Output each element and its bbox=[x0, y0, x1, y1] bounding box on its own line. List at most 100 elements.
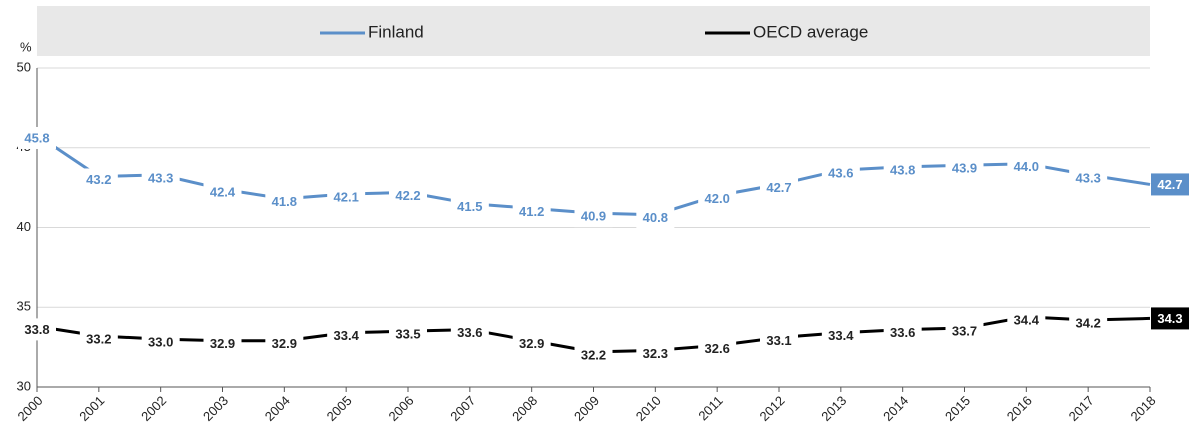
data-label: 42.4 bbox=[210, 185, 236, 200]
label-bg bbox=[512, 332, 551, 355]
end-label: 34.3 bbox=[1157, 311, 1182, 326]
data-label: 44.0 bbox=[1014, 159, 1039, 174]
x-tick-label: 2000 bbox=[14, 393, 45, 424]
x-tick-label: 2008 bbox=[509, 393, 540, 424]
x-tick-label: 2012 bbox=[756, 393, 787, 424]
legend-label: OECD average bbox=[753, 22, 868, 41]
label-bg bbox=[698, 187, 737, 210]
data-label: 40.9 bbox=[581, 209, 606, 224]
label-bg bbox=[389, 184, 427, 207]
legend-box bbox=[37, 6, 1150, 56]
label-bg bbox=[945, 319, 984, 342]
label-bg bbox=[450, 321, 489, 344]
legend-label: Finland bbox=[368, 22, 424, 41]
label-bg bbox=[1069, 166, 1108, 189]
label-bg bbox=[18, 318, 56, 341]
data-label: 33.1 bbox=[766, 333, 791, 348]
data-label: 32.9 bbox=[272, 336, 297, 351]
x-tick-label: 2016 bbox=[1004, 393, 1035, 424]
label-bg bbox=[512, 200, 551, 223]
data-label: 42.2 bbox=[395, 188, 420, 203]
x-tick-label: 2013 bbox=[818, 393, 849, 424]
data-label: 43.6 bbox=[828, 166, 853, 181]
data-label: 42.7 bbox=[766, 180, 791, 195]
data-label: 41.5 bbox=[457, 199, 482, 214]
label-bg bbox=[1007, 308, 1046, 331]
x-tick-label: 2001 bbox=[76, 393, 107, 424]
label-bg bbox=[636, 342, 675, 365]
data-label: 34.4 bbox=[1014, 312, 1040, 327]
data-label: 32.3 bbox=[643, 346, 668, 361]
data-label: 41.2 bbox=[519, 204, 544, 219]
y-axis-label: % bbox=[20, 39, 32, 54]
label-bg bbox=[883, 321, 922, 344]
data-label: 40.8 bbox=[643, 210, 668, 225]
data-label: 33.6 bbox=[890, 325, 915, 340]
label-bg bbox=[79, 168, 118, 191]
y-tick-label: 30 bbox=[17, 378, 31, 393]
label-bg bbox=[574, 205, 613, 228]
label-bg bbox=[945, 157, 984, 180]
label-bg bbox=[698, 337, 737, 360]
label-bg bbox=[265, 332, 304, 355]
y-tick-label: 50 bbox=[17, 59, 31, 74]
end-label-box bbox=[1151, 307, 1189, 330]
data-label: 41.8 bbox=[272, 194, 297, 209]
label-bg bbox=[79, 327, 118, 350]
end-label-box bbox=[1151, 173, 1189, 196]
label-bg bbox=[141, 331, 180, 354]
label-bg bbox=[1069, 312, 1108, 335]
data-label: 33.4 bbox=[334, 328, 360, 343]
x-tick-label: 2006 bbox=[385, 393, 416, 424]
data-label: 32.6 bbox=[705, 341, 730, 356]
label-bg bbox=[18, 126, 56, 149]
data-label: 43.3 bbox=[1076, 170, 1101, 185]
label-bg bbox=[760, 176, 798, 199]
label-bg bbox=[821, 324, 860, 347]
x-tick-label: 2011 bbox=[695, 393, 725, 423]
label-bg bbox=[389, 323, 427, 346]
label-bg bbox=[1007, 155, 1046, 178]
x-tick-label: 2015 bbox=[942, 393, 973, 424]
data-label: 33.2 bbox=[86, 331, 111, 346]
label-bg bbox=[760, 329, 798, 352]
data-label: 43.9 bbox=[952, 161, 977, 176]
data-label: 43.2 bbox=[86, 172, 111, 187]
label-bg bbox=[203, 332, 242, 355]
x-tick-label: 2017 bbox=[1066, 393, 1097, 424]
label-bg bbox=[636, 206, 675, 229]
data-label: 32.9 bbox=[210, 336, 235, 351]
data-label: 33.6 bbox=[457, 325, 482, 340]
end-label: 42.7 bbox=[1157, 177, 1182, 192]
data-label: 42.0 bbox=[705, 191, 730, 206]
label-bg bbox=[265, 190, 304, 213]
label-bg bbox=[327, 324, 366, 347]
label-bg bbox=[574, 343, 613, 366]
data-label: 42.1 bbox=[334, 189, 359, 204]
x-tick-label: 2009 bbox=[571, 393, 602, 424]
label-bg bbox=[821, 162, 860, 185]
x-tick-label: 2010 bbox=[633, 393, 664, 424]
x-tick-label: 2004 bbox=[262, 393, 293, 424]
data-label: 32.9 bbox=[519, 336, 544, 351]
y-tick-label: 40 bbox=[17, 219, 31, 234]
data-label: 33.0 bbox=[148, 335, 173, 350]
data-label: 32.2 bbox=[581, 347, 606, 362]
data-label: 33.4 bbox=[828, 328, 854, 343]
data-label: 43.3 bbox=[148, 170, 173, 185]
label-bg bbox=[141, 166, 180, 189]
label-bg bbox=[203, 181, 242, 204]
data-label: 33.5 bbox=[395, 327, 420, 342]
data-label: 34.2 bbox=[1076, 315, 1101, 330]
x-tick-label: 2005 bbox=[324, 393, 355, 424]
x-tick-label: 2014 bbox=[880, 393, 911, 424]
data-label: 33.7 bbox=[952, 323, 977, 338]
data-label: 33.8 bbox=[24, 322, 49, 337]
data-label: 45.8 bbox=[24, 130, 49, 145]
x-tick-label: 2002 bbox=[138, 393, 169, 424]
x-tick-label: 2003 bbox=[200, 393, 231, 424]
x-tick-label: 2007 bbox=[447, 393, 478, 424]
data-label: 43.8 bbox=[890, 162, 915, 177]
